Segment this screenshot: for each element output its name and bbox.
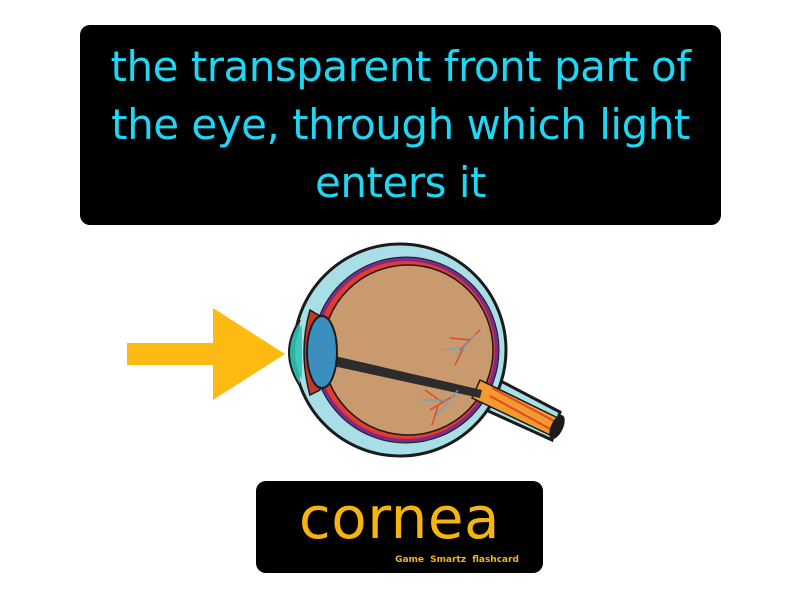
definition-text: the transparent front part of the eye, t… [110, 42, 691, 207]
brand-label: Game Smartz flashcard [395, 555, 519, 565]
eye-illustration [127, 242, 565, 458]
term-box: cornea Game Smartz flashcard [256, 481, 543, 573]
eye-cross-section-icon [288, 242, 565, 458]
arrow-right-icon [127, 308, 285, 400]
definition-box: the transparent front part of the eye, t… [80, 25, 721, 225]
term-text: cornea [298, 484, 501, 552]
